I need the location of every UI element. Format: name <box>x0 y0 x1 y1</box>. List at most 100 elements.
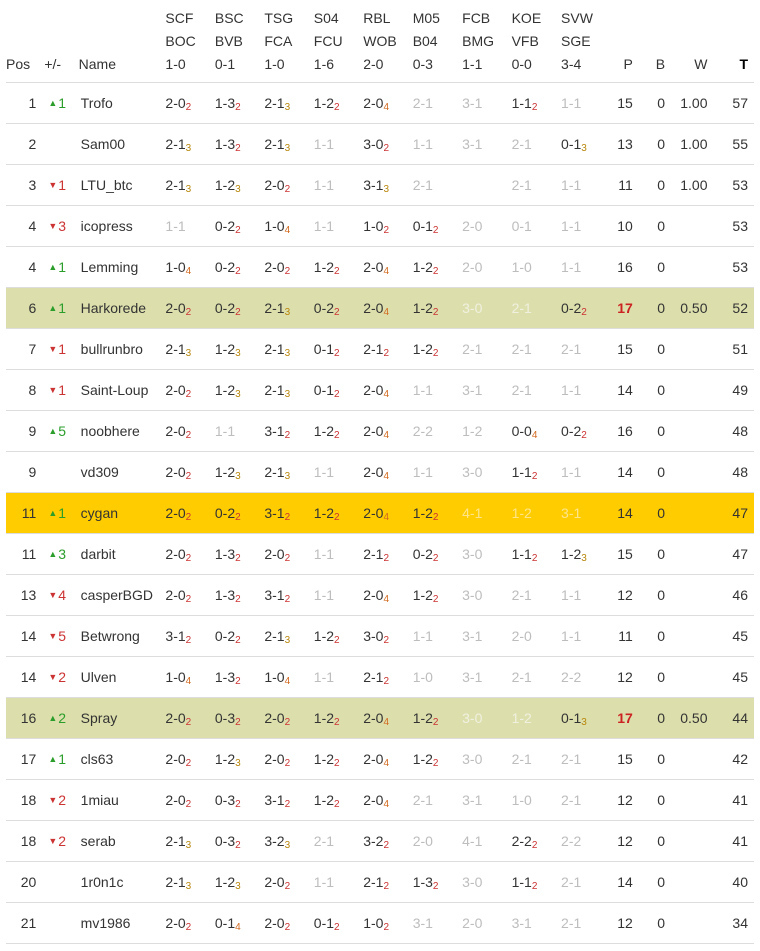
tip-cell: 1-1 <box>409 451 458 492</box>
table-row[interactable]: 4 ▼3 icopress 1-1 0-22 1-04 1-1 1-02 0-12 2-0 0-1 1… <box>6 205 754 246</box>
player-name[interactable]: Betwrong <box>80 627 140 644</box>
tip-cell: 0-13 <box>557 697 606 738</box>
tip-score: 0-2 <box>561 422 582 439</box>
player-name[interactable]: bullrunbro <box>80 340 143 357</box>
col-game[interactable]: TSG FCA 1-0 <box>264 9 294 72</box>
player-name[interactable]: 1r0n1c <box>80 873 124 890</box>
table-row[interactable]: 17 ▲1 cls63 2-02 1-23 2-02 1-22 2-04 1-22 3-0 2-1 2… <box>6 738 754 779</box>
player-name[interactable]: Harkorede <box>80 299 147 316</box>
tip-score: 1-1 <box>561 381 582 398</box>
table-row[interactable]: 14 ▼2 Ulven 1-04 1-32 1-04 1-1 2-12 1-0 3-1 2-1 2-2… <box>6 656 754 697</box>
tip-cell: 0-04 <box>508 410 557 451</box>
col-win[interactable]: W <box>694 55 708 72</box>
tip-points: 2 <box>235 306 241 318</box>
tip-points: 2 <box>531 101 538 113</box>
table-row[interactable]: 7 ▼1 bullrunbro 2-13 1-23 2-13 0-12 2-12 1-22 2-1… <box>6 328 754 369</box>
player-name[interactable]: Trofo <box>80 94 113 111</box>
player-name[interactable]: Spray <box>80 709 118 726</box>
player-name[interactable]: vd309 <box>80 463 119 480</box>
table-row[interactable]: 13 ▼4 casperBGD 2-02 1-32 3-12 1-1 2-04 1-22 3-0 2… <box>6 574 754 615</box>
col-game[interactable]: FCB BMG 1-1 <box>462 9 495 72</box>
player-name[interactable]: Ulven <box>80 668 117 685</box>
tip-score: 2-0 <box>165 422 186 439</box>
col-points[interactable]: P <box>623 55 633 72</box>
bonus-cell: 0 <box>657 217 666 234</box>
tip-cell: 1-2 <box>508 697 557 738</box>
player-name[interactable]: noobhere <box>80 422 140 439</box>
tip-cell: 1-32 <box>211 574 260 615</box>
table-row[interactable]: 21 mv1986 2-02 0-14 2-02 0-12 1-02 3-1 2-0 3-1 2-1… <box>6 902 754 943</box>
col-game[interactable]: RBL WOB 2-0 <box>363 9 397 72</box>
table-row[interactable]: 20 1r0n1c 2-13 1-23 2-02 1-1 2-12 1-32 3-0 1-12 2-… <box>6 861 754 902</box>
col-game[interactable]: SCF BOC 1-0 <box>165 9 196 72</box>
table-row[interactable]: 1 ▲1 Trofo 2-02 1-32 2-13 1-22 2-04 2-1 3-1 1-12 1-… <box>6 82 754 123</box>
triangle-up-icon: ▲ <box>48 548 58 559</box>
tip-points: 3 <box>185 839 192 851</box>
table-row[interactable]: 9 vd309 2-02 1-23 2-13 1-1 2-04 1-1 3-0 1-12 1-1 14… <box>6 451 754 492</box>
tip-points: 2 <box>235 798 241 810</box>
points-cell: 12 <box>617 791 633 808</box>
tip-score: 2-1 <box>363 545 384 562</box>
player-name[interactable]: LTU_btc <box>80 176 133 193</box>
player-name[interactable]: darbit <box>80 545 116 562</box>
rank-change: ▼2 <box>48 833 66 849</box>
table-row[interactable]: 18 ▼2 1miau 2-02 0-32 3-12 1-22 2-04 2-1 3-1 1-0 2-… <box>6 779 754 820</box>
col-name[interactable]: Name <box>78 55 117 72</box>
player-name[interactable]: serab <box>80 832 116 849</box>
player-name[interactable]: cls63 <box>80 750 114 767</box>
table-row[interactable]: 2 Sam00 2-13 1-32 2-13 1-1 3-02 1-1 3-1 2-1 0-13 13… <box>6 123 754 164</box>
table-row[interactable]: 3 ▼1 LTU_btc 2-13 1-23 2-02 1-1 3-13 2-1 2-1 1-1 11… <box>6 164 754 205</box>
tip-score: 3-0 <box>462 299 483 316</box>
col-game[interactable]: M05 B04 0-3 <box>412 9 440 72</box>
table-row[interactable]: 8 ▼1 Saint-Loup 2-02 1-23 2-13 0-12 2-04 1-1 3-1 2… <box>6 369 754 410</box>
tip-score: 1-1 <box>214 422 236 439</box>
bonus-cell: 0 <box>657 791 666 808</box>
table-row[interactable]: 16 ▲2 Spray 2-02 0-32 2-02 1-22 2-04 1-22 3-0 1-2 0… <box>6 697 754 738</box>
points-cell: 14 <box>617 463 633 480</box>
col-game[interactable]: S04 FCU 1-6 <box>313 9 343 72</box>
total-cell: 46 <box>732 586 748 603</box>
change-cell: ▼2 <box>44 820 78 861</box>
rank-change-value: 3 <box>58 217 67 234</box>
col-game[interactable]: SVW SGE 3-4 <box>561 9 593 72</box>
tip-cell: 1-1 <box>310 656 359 697</box>
table-row[interactable]: 11 ▲1 cygan 2-02 0-22 3-12 1-22 2-04 1-22 4-1 1-2 3… <box>6 492 754 533</box>
col-change[interactable]: +/- <box>44 55 62 72</box>
position-cell: 8 <box>28 381 37 398</box>
tip-cell: 1-0 <box>508 779 557 820</box>
player-name[interactable]: casperBGD <box>80 586 154 603</box>
table-row[interactable]: 11 ▲3 darbit 2-02 1-32 2-02 1-1 2-12 0-22 3-0 1-12… <box>6 533 754 574</box>
player-name[interactable]: Saint-Loup <box>80 381 149 398</box>
player-name[interactable]: cygan <box>80 504 119 521</box>
col-game[interactable]: KOE VFB 0-0 <box>511 9 542 72</box>
tip-points: 2 <box>334 265 340 277</box>
tip-cell: 2-1 <box>508 287 557 328</box>
table-row[interactable]: 6 ▲1 Harkorede 2-02 0-22 2-13 0-22 2-04 1-22 3-0 2… <box>6 287 754 328</box>
table-row[interactable]: 14 ▼5 Betwrong 3-12 0-22 2-13 1-22 3-02 1-1 3-1 2-… <box>6 615 754 656</box>
player-name[interactable]: Sam00 <box>80 135 126 152</box>
total-cell: 47 <box>732 504 748 521</box>
player-name[interactable]: icopress <box>80 217 133 234</box>
table-row[interactable]: 9 ▲5 noobhere 2-02 1-1 3-12 1-22 2-04 2-2 1-2 0-04… <box>6 410 754 451</box>
col-pos[interactable]: Pos <box>6 55 31 72</box>
col-bonus[interactable]: B <box>655 55 666 72</box>
position-cell: 17 <box>20 750 37 767</box>
tip-points: 2 <box>581 429 587 441</box>
table-row[interactable]: 4 ▲1 Lemming 1-04 0-22 2-02 1-22 2-04 1-22 2-0 1-0… <box>6 246 754 287</box>
rank-change-value: 3 <box>58 545 67 562</box>
tip-score: 2-1 <box>511 668 532 685</box>
table-row[interactable]: 18 ▼2 serab 2-13 0-32 3-23 2-1 3-22 2-0 4-1 2-22 2-… <box>6 820 754 861</box>
col-game[interactable]: BSC BVB 0-1 <box>214 9 244 72</box>
total-cell: 45 <box>732 627 748 644</box>
tip-points: 4 <box>383 388 390 400</box>
tip-cell: 2-02 <box>260 902 309 943</box>
rank-change-value: 1 <box>58 176 67 193</box>
tip-score: 1-1 <box>561 217 582 234</box>
col-total[interactable]: T <box>739 55 748 72</box>
player-name[interactable]: Lemming <box>80 258 139 275</box>
tip-points: 2 <box>334 388 340 400</box>
rank-change: ▼1 <box>48 382 66 398</box>
bonus-cell: 0 <box>657 381 666 398</box>
player-name[interactable]: 1miau <box>80 791 119 808</box>
player-name[interactable]: mv1986 <box>80 914 131 931</box>
